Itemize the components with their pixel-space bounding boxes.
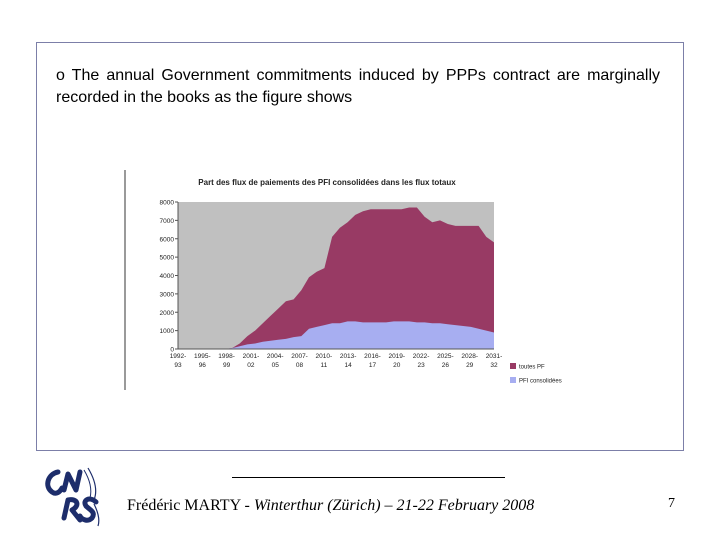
x-tick-label-year: 2010- — [316, 353, 333, 360]
x-tick-label-suffix: 20 — [393, 362, 401, 369]
x-tick-label-year: 1995- — [194, 353, 211, 360]
x-tick-label-year: 1998- — [218, 353, 235, 360]
x-tick-label-year: 2007- — [291, 353, 308, 360]
x-tick-label-suffix: 05 — [272, 362, 280, 369]
x-tick-label-suffix: 26 — [442, 362, 450, 369]
x-tick-label-suffix: 29 — [466, 362, 474, 369]
legend-label-pfi-consolidees: PFI consolidées — [519, 379, 562, 385]
x-tick-label-suffix: 11 — [320, 362, 327, 369]
x-tick-label-suffix: 14 — [345, 362, 353, 369]
y-tick-label: 5000 — [160, 255, 175, 262]
area-chart: Part des flux de paiements des PFI conso… — [160, 178, 562, 385]
chart-title: Part des flux de paiements des PFI conso… — [198, 178, 456, 187]
y-tick-label: 2000 — [160, 310, 175, 317]
x-tick-label-suffix: 93 — [174, 362, 182, 369]
x-tick-label-suffix: 08 — [296, 362, 304, 369]
x-tick-label-year: 2013- — [340, 353, 357, 360]
footer-author: Frédéric MARTY — [127, 497, 241, 514]
footer-event: Winterthur (Zürich) – 21-22 February 200… — [253, 497, 535, 514]
x-tick-label-suffix: 32 — [490, 362, 498, 369]
y-tick-label: 1000 — [160, 328, 175, 335]
x-tick-label-year: 2022- — [413, 353, 430, 360]
x-tick-label-suffix: 96 — [199, 362, 207, 369]
y-tick-label: 7000 — [160, 218, 175, 225]
footer-rule — [232, 477, 505, 478]
y-tick-label: 8000 — [160, 200, 175, 207]
chart-container: Part des flux de paiements des PFI conso… — [124, 170, 594, 392]
cnrs-logo — [45, 467, 100, 527]
footer-separator: - — [240, 497, 254, 514]
legend-swatch-toutes-pf — [510, 363, 516, 369]
y-tick-label: 6000 — [160, 236, 175, 243]
y-tick-label: 0 — [170, 347, 174, 354]
y-tick-label: 4000 — [160, 273, 175, 280]
legend-swatch-pfi-consolidees — [510, 377, 516, 383]
bullet-text: o The annual Government commitments indu… — [56, 67, 660, 106]
x-tick-label-year: 2004- — [267, 353, 284, 360]
x-tick-label-year: 1992- — [170, 353, 187, 360]
chart-divider — [124, 170, 126, 390]
x-tick-label-year: 2031- — [486, 353, 503, 360]
x-tick-label-year: 2028- — [461, 353, 478, 360]
x-tick-label-year: 2001- — [243, 353, 260, 360]
x-tick-label-suffix: 17 — [369, 362, 377, 369]
x-tick-label-year: 2019- — [388, 353, 405, 360]
legend-label-toutes-pf: toutes PF — [519, 365, 545, 371]
x-tick-label-suffix: 99 — [223, 362, 231, 369]
area-series-toutes-pf — [178, 207, 494, 349]
footer-text: Frédéric MARTY - Winterthur (Zürich) – 2… — [127, 497, 597, 515]
x-tick-label-year: 2016- — [364, 353, 381, 360]
x-tick-label-year: 2025- — [437, 353, 454, 360]
page-number: 7 — [668, 496, 675, 511]
area-series-pfi-consolidees — [178, 321, 494, 349]
slide-frame: o The annual Government commitments indu… — [36, 42, 684, 451]
x-tick-label-suffix: 23 — [417, 362, 425, 369]
x-tick-label-suffix: 02 — [247, 362, 255, 369]
y-tick-label: 3000 — [160, 291, 175, 298]
